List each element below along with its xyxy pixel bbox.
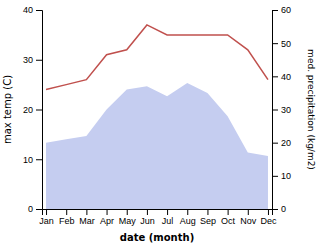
tick-label: Nov	[240, 216, 257, 226]
tick: Jul	[162, 209, 174, 226]
precipitation-area	[46, 83, 268, 209]
tick-label: 50	[281, 39, 291, 49]
tick-mark	[272, 209, 278, 210]
tick: 40	[272, 72, 291, 82]
tick-mark	[36, 110, 42, 111]
tick-mark	[272, 10, 278, 11]
tick-mark	[187, 209, 188, 215]
tick-label: Aug	[180, 216, 196, 226]
tick: 60	[272, 5, 291, 15]
tick-label: Jul	[162, 216, 174, 226]
tick: 10	[272, 171, 291, 181]
tick-mark	[207, 209, 208, 215]
tick: 0	[272, 204, 286, 214]
tick-mark	[268, 209, 269, 215]
tick-label: 30	[23, 55, 33, 65]
tick-mark	[66, 209, 67, 215]
tick-label: Sep	[200, 216, 216, 226]
chart: Jan Feb Mar Apr MayJun Jul Aug Sep Oct NovDec 0 10 2…	[0, 0, 318, 247]
tick-label: 60	[281, 5, 291, 15]
tick-mark	[46, 209, 47, 215]
axis-line	[36, 11, 43, 210]
tick-mark	[86, 209, 87, 215]
tick: 30	[23, 55, 42, 65]
tick-label: 20	[23, 105, 33, 115]
tick-mark	[228, 209, 229, 215]
tick: Oct	[221, 209, 236, 226]
plot: Jan Feb Mar Apr MayJun Jul Aug Sep Oct NovDec 0 10 2…	[23, 5, 291, 226]
tick-label: 0	[281, 204, 286, 214]
y2-axis: 0 10 20 30 40 50 60	[272, 5, 291, 214]
y-axis: 0 10 20 30 40	[23, 5, 43, 214]
x-axis-title: date (month)	[120, 232, 194, 243]
tick-mark	[272, 176, 278, 177]
tick: 10	[23, 155, 42, 165]
tick-mark	[147, 209, 148, 215]
tick: Feb	[59, 209, 75, 226]
tick: Sep	[200, 209, 216, 226]
tick-label: Mar	[79, 216, 95, 226]
temperature-line	[46, 25, 268, 90]
tick-label: 10	[281, 171, 291, 181]
tick: Aug	[180, 209, 196, 226]
tick: Dec	[260, 209, 277, 226]
tick-mark	[272, 43, 278, 44]
tick-mark	[36, 60, 42, 61]
tick: 0	[28, 204, 42, 214]
tick: May	[119, 209, 137, 226]
tick-label: Dec	[260, 216, 277, 226]
tick-mark	[127, 209, 128, 215]
tick: 50	[272, 39, 291, 49]
tick-label: Jan	[39, 216, 54, 226]
tick-label: 20	[281, 138, 291, 148]
tick-mark	[167, 209, 168, 215]
tick-label: 40	[23, 5, 33, 15]
tick-label: 0	[28, 204, 33, 214]
tick: 20	[272, 138, 291, 148]
tick-mark	[272, 110, 278, 111]
axis-line	[273, 11, 279, 210]
tick-label: May	[119, 216, 137, 226]
tick-label: Jun	[140, 216, 155, 226]
tick-mark	[36, 10, 42, 11]
tick: Jan	[39, 209, 54, 226]
tick-label: 30	[281, 105, 291, 115]
marks	[46, 25, 268, 209]
tick-label: Oct	[221, 216, 236, 226]
axis-line	[43, 210, 273, 216]
tick-label: 10	[23, 155, 33, 165]
tick-mark	[107, 209, 108, 215]
tick: 40	[23, 5, 42, 15]
tick-mark	[272, 143, 278, 144]
tick: 30	[272, 105, 291, 115]
y2-axis-title: med. precipitation (kg/m2)	[306, 49, 316, 170]
y-axis-title: max temp (C)	[2, 75, 13, 144]
tick-label: 40	[281, 72, 291, 82]
tick: 20	[23, 105, 42, 115]
tick: Mar	[79, 209, 95, 226]
x-axis: Jan Feb Mar Apr MayJun Jul Aug Sep Oct NovDec	[39, 209, 277, 226]
tick-mark	[36, 209, 42, 210]
tick-mark	[248, 209, 249, 215]
tick-label: Feb	[59, 216, 75, 226]
tick: Nov	[240, 209, 257, 226]
tick-mark	[272, 76, 278, 77]
tick-mark	[36, 159, 42, 160]
tick: Apr	[100, 209, 114, 226]
tick-label: Apr	[100, 216, 114, 226]
tick: Jun	[140, 209, 155, 226]
